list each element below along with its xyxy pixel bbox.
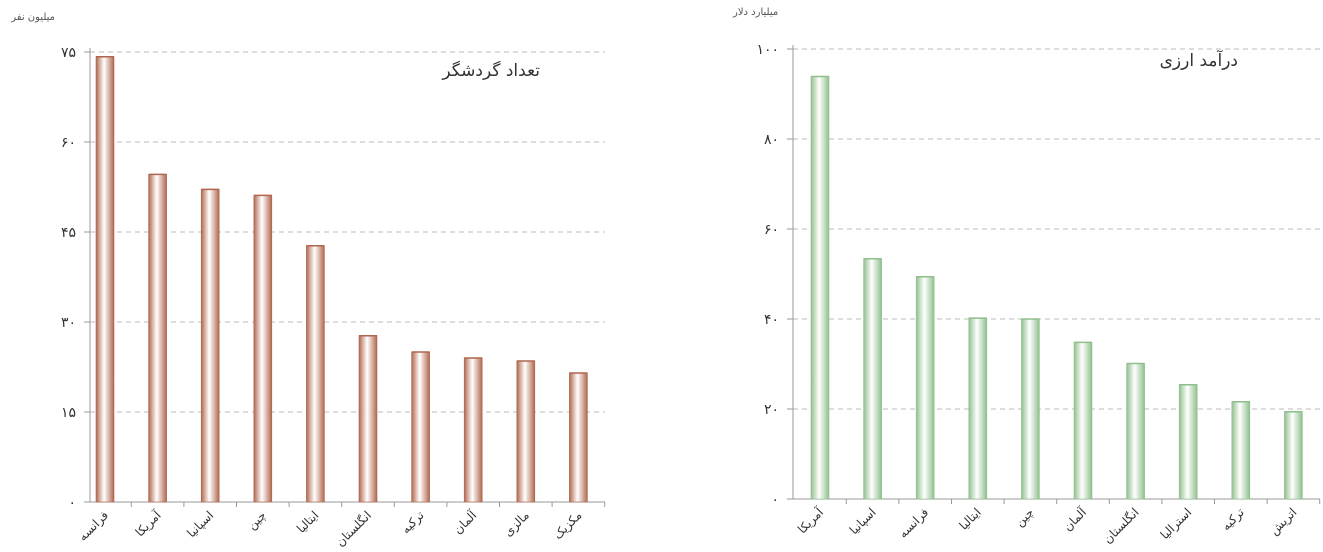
tourists-category-label: آمریکا [132, 507, 165, 540]
tourists-y-tick-label: ۴۵ [61, 225, 76, 241]
tourists-title: تعداد گردشگر [441, 60, 540, 81]
revenue-category-label: ایتالیا [956, 505, 983, 532]
revenue-bar [1178, 384, 1198, 500]
revenue-category-label: آلمان [1060, 504, 1090, 534]
tourists-bar [569, 372, 588, 503]
tourists-y-tick-label: ۶۰ [61, 135, 76, 151]
tourists-bar [200, 189, 220, 503]
tourists-chart: ۰ ۱۵ ۳۰ ۴۵ ۶۰ ۷۵ فرانسه آمریکا اسپانیا چین ایتالیا… [61, 45, 606, 549]
revenue-category-label: فرانسه [896, 505, 932, 541]
revenue-chart: ۰ ۲۰ ۴۰ ۶۰ ۸۰ ۱۰۰ آمریکا اسپانیا فرانسه ایتالیا چی… [756, 42, 1321, 546]
revenue-category-label: چین [1012, 505, 1037, 530]
revenue-y-tick-label: ۶۰ [764, 222, 779, 238]
tourists-category-label: اسپانیا [184, 508, 216, 540]
revenue-y-tick-label: ۴۰ [764, 312, 779, 328]
tourists-y-tick-label: ۳۰ [61, 315, 76, 331]
tourists-bar [411, 351, 430, 503]
revenue-category-label: آمریکا [794, 504, 827, 537]
tourists-y-tick-label: ۱۵ [61, 405, 76, 421]
revenue-bar [810, 76, 830, 500]
revenue-category-label: اسپانیا [847, 505, 879, 537]
tourists-bar [95, 56, 115, 503]
tourists-bar [253, 195, 273, 503]
tourists-bar [463, 357, 483, 503]
revenue-bar [1284, 411, 1303, 500]
tourists-y-tick-label: ۷۵ [61, 45, 76, 61]
right-chart-unit-label: میلیارد دلار [733, 7, 779, 18]
tourists-category-label: چین [245, 508, 270, 533]
revenue-category-label: اتریش [1267, 505, 1300, 538]
tourists-bar [306, 245, 325, 503]
tourists-category-label: ترکیه [399, 508, 428, 537]
revenue-bar [1126, 363, 1145, 500]
left-chart-unit-label: میلیون نفر [11, 12, 55, 23]
tourists-category-label: فرانسه [76, 508, 112, 544]
tourists-category-label: مکزیک [551, 508, 585, 542]
tourists-category-label: آلمان [450, 507, 480, 537]
revenue-title: درآمد ارزی [1160, 49, 1238, 71]
tourists-bar [358, 335, 378, 503]
revenue-bar [863, 258, 882, 500]
revenue-y-tick-label: ۱۰۰ [756, 42, 779, 58]
tourists-bar [516, 360, 536, 503]
tourists-category-label: مالزی [501, 508, 533, 540]
revenue-category-label: ترکیه [1219, 505, 1248, 534]
tourists-category-label: ایتالیا [294, 508, 321, 535]
revenue-y-tick-label: ۲۰ [764, 402, 779, 418]
revenue-category-label: انگلستان [1101, 505, 1142, 546]
revenue-bar [1073, 342, 1093, 500]
revenue-category-label: استرالیا [1158, 505, 1195, 542]
revenue-bar [968, 317, 988, 500]
revenue-y-tick-label: ۸۰ [764, 132, 779, 148]
revenue-bar [1231, 401, 1251, 500]
revenue-bar [915, 276, 935, 500]
tourists-category-label: انگلستان [333, 508, 374, 549]
revenue-bar [1021, 318, 1040, 500]
tourists-bar [148, 174, 167, 503]
revenue-y-tick-label: ۰ [771, 492, 779, 508]
tourists-y-tick-label: ۰ [68, 495, 76, 511]
